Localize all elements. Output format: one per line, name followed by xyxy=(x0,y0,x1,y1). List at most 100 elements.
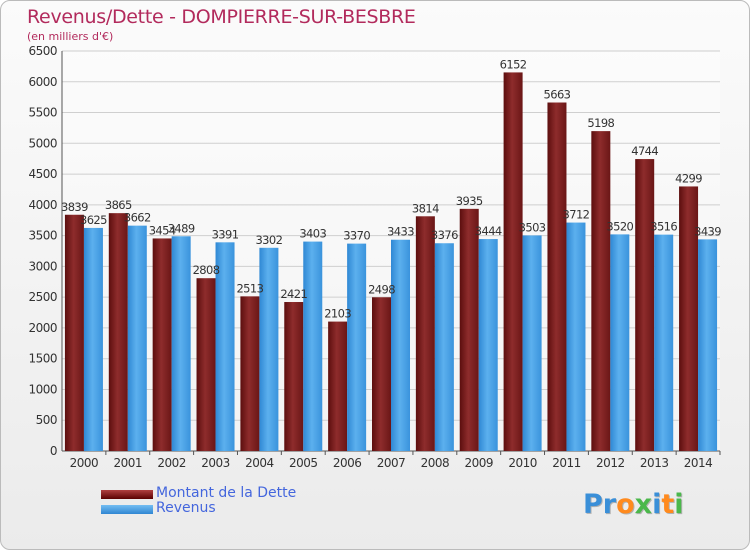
x-tick-label: 2007 xyxy=(377,456,406,470)
data-label-revenus: 3712 xyxy=(563,208,590,222)
bar-revenus xyxy=(391,239,410,451)
bar-revenus xyxy=(698,239,718,451)
data-label-dette: 3454 xyxy=(149,223,176,237)
bar-dette xyxy=(635,159,655,452)
data-label-revenus: 3520 xyxy=(606,219,633,233)
bar-revenus xyxy=(127,225,147,451)
logo-part: t xyxy=(661,489,675,520)
data-label-dette: 5663 xyxy=(544,88,571,102)
logo-part: o xyxy=(616,489,635,520)
data-label-revenus: 3625 xyxy=(80,213,107,227)
bar-revenus xyxy=(83,227,103,451)
data-label-revenus: 3444 xyxy=(475,224,502,238)
x-tick-label: 2012 xyxy=(596,456,625,470)
x-tick-label: 2004 xyxy=(245,456,274,470)
data-label-revenus: 3662 xyxy=(124,211,151,225)
y-tick-label: 6000 xyxy=(28,75,57,89)
data-label-dette: 5198 xyxy=(587,116,614,130)
y-tick-label: 1500 xyxy=(28,352,57,366)
logo-part: Pr xyxy=(583,489,617,520)
bar-dette xyxy=(284,302,304,451)
x-tick-label: 2006 xyxy=(333,456,362,470)
data-label-dette: 2421 xyxy=(280,287,307,301)
bar-dette xyxy=(240,296,260,451)
bar-revenus xyxy=(215,242,235,451)
data-label-dette: 4299 xyxy=(675,171,702,185)
data-label-dette: 3839 xyxy=(61,200,88,214)
bar-revenus xyxy=(654,234,674,451)
proxiti-logo: Proxiti xyxy=(583,489,684,520)
data-label-revenus: 3302 xyxy=(255,233,282,247)
data-label-dette: 3935 xyxy=(456,194,483,208)
x-tick-label: 2010 xyxy=(508,456,537,470)
chart-title: Revenus/Dette - DOMPIERRE-SUR-BESBRE xyxy=(27,6,416,28)
x-tick-label: 2002 xyxy=(157,456,186,470)
x-tick-label: 2014 xyxy=(684,456,713,470)
x-tick-label: 2011 xyxy=(552,456,581,470)
bar-dette xyxy=(196,278,216,451)
data-label-revenus: 3376 xyxy=(431,228,458,242)
bar-dette xyxy=(372,297,391,451)
y-tick-label: 5500 xyxy=(28,106,57,120)
x-tick-label: 2005 xyxy=(289,456,318,470)
bar-dette xyxy=(503,72,523,452)
data-label-dette: 2103 xyxy=(324,307,351,321)
data-label-dette: 4744 xyxy=(631,144,658,158)
bar-revenus xyxy=(171,236,191,451)
bar-revenus xyxy=(478,239,498,451)
x-tick-label: 2003 xyxy=(201,456,230,470)
data-label-dette: 2498 xyxy=(368,282,395,296)
bar-revenus xyxy=(259,247,279,451)
bar-dette xyxy=(64,214,84,451)
y-tick-label: 3000 xyxy=(28,259,57,273)
logo-part: x xyxy=(634,489,653,520)
y-tick-label: 1000 xyxy=(28,382,57,396)
bar-revenus xyxy=(434,243,454,451)
legend-label-dette: Montant de la Dette xyxy=(156,485,297,501)
legend-swatch-revenus xyxy=(101,505,153,514)
y-tick-label: 4500 xyxy=(28,167,57,181)
bar-revenus xyxy=(522,235,542,451)
data-label-dette: 3814 xyxy=(412,201,439,215)
bar-revenus xyxy=(347,243,367,451)
y-tick-label: 4000 xyxy=(28,198,57,212)
chart-subtitle: (en milliers d'€) xyxy=(27,30,114,43)
x-tick-label: 2000 xyxy=(70,456,99,470)
bar-revenus xyxy=(566,222,586,451)
y-tick-label: 0 xyxy=(50,444,57,458)
data-label-revenus: 3403 xyxy=(299,227,326,241)
y-tick-label: 5000 xyxy=(28,136,57,150)
data-label-dette: 2513 xyxy=(236,281,263,295)
data-label-dette: 2808 xyxy=(193,263,220,277)
data-label-revenus: 3370 xyxy=(343,229,370,243)
bar-revenus xyxy=(303,241,323,451)
y-tick-label: 3500 xyxy=(28,229,57,243)
bar-dette xyxy=(108,213,128,451)
data-label-dette: 6152 xyxy=(500,57,527,71)
data-label-revenus: 3503 xyxy=(519,220,546,234)
x-tick-label: 2008 xyxy=(421,456,450,470)
y-tick-label: 6500 xyxy=(28,44,57,58)
bar-revenus xyxy=(610,234,630,451)
logo-part: i xyxy=(652,489,662,520)
bar-dette xyxy=(591,131,611,451)
bar-dette xyxy=(328,321,348,451)
data-label-revenus: 3516 xyxy=(650,220,677,234)
legend-label-revenus: Revenus xyxy=(156,500,216,516)
y-tick-label: 2000 xyxy=(28,321,57,335)
data-label-revenus: 3391 xyxy=(212,227,239,241)
bar-dette xyxy=(547,102,567,451)
x-tick-label: 2009 xyxy=(464,456,493,470)
data-label-dette: 3865 xyxy=(105,198,132,212)
data-label-revenus: 3433 xyxy=(387,225,414,239)
data-label-revenus: 3439 xyxy=(694,224,721,238)
bar-dette xyxy=(679,186,699,451)
logo-part: i xyxy=(674,489,684,520)
data-label-revenus: 3489 xyxy=(168,221,195,235)
bar-dette xyxy=(152,238,172,451)
bar-dette xyxy=(459,208,479,451)
legend-swatch-dette xyxy=(101,490,153,499)
x-tick-label: 2001 xyxy=(114,456,143,470)
